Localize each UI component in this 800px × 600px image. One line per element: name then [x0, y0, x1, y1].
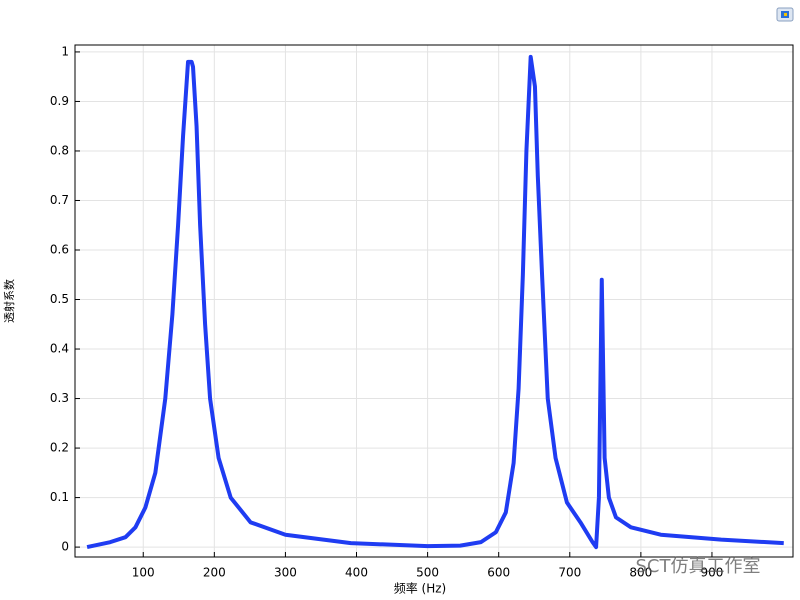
- x-tick-label: 200: [203, 566, 226, 580]
- y-tick-label: 0.6: [50, 242, 69, 256]
- x-tick-label: 400: [345, 566, 368, 580]
- y-tick-label: 0.7: [50, 193, 69, 207]
- y-tick-label: 0: [61, 540, 69, 554]
- y-tick-label: 0.4: [50, 342, 69, 356]
- x-tick-label: 500: [416, 566, 439, 580]
- x-tick-label: 100: [132, 566, 155, 580]
- x-tick-label: 700: [558, 566, 581, 580]
- x-tick-label: 600: [487, 566, 510, 580]
- x-tick-label: 800: [629, 566, 652, 580]
- toolbar-icon[interactable]: [776, 7, 794, 22]
- y-tick-label: 1: [61, 44, 69, 58]
- y-tick-label: 0.8: [50, 143, 69, 157]
- watermark: SCT仿真工作室: [636, 556, 761, 577]
- x-tick-label: 300: [274, 566, 297, 580]
- y-tick-label: 0.2: [50, 441, 69, 455]
- y-tick-label: 0.3: [50, 391, 69, 405]
- y-tick-label: 0.9: [50, 94, 69, 108]
- y-tick-label: 0.5: [50, 292, 69, 306]
- y-tick-label: 0.1: [50, 490, 69, 504]
- data-line: [86, 54, 784, 550]
- x-axis-label: 频率 (Hz): [394, 581, 447, 596]
- plot-frame: [74, 44, 794, 558]
- x-tick-label: 900: [701, 566, 724, 580]
- y-axis-label: 透射系数: [2, 279, 16, 323]
